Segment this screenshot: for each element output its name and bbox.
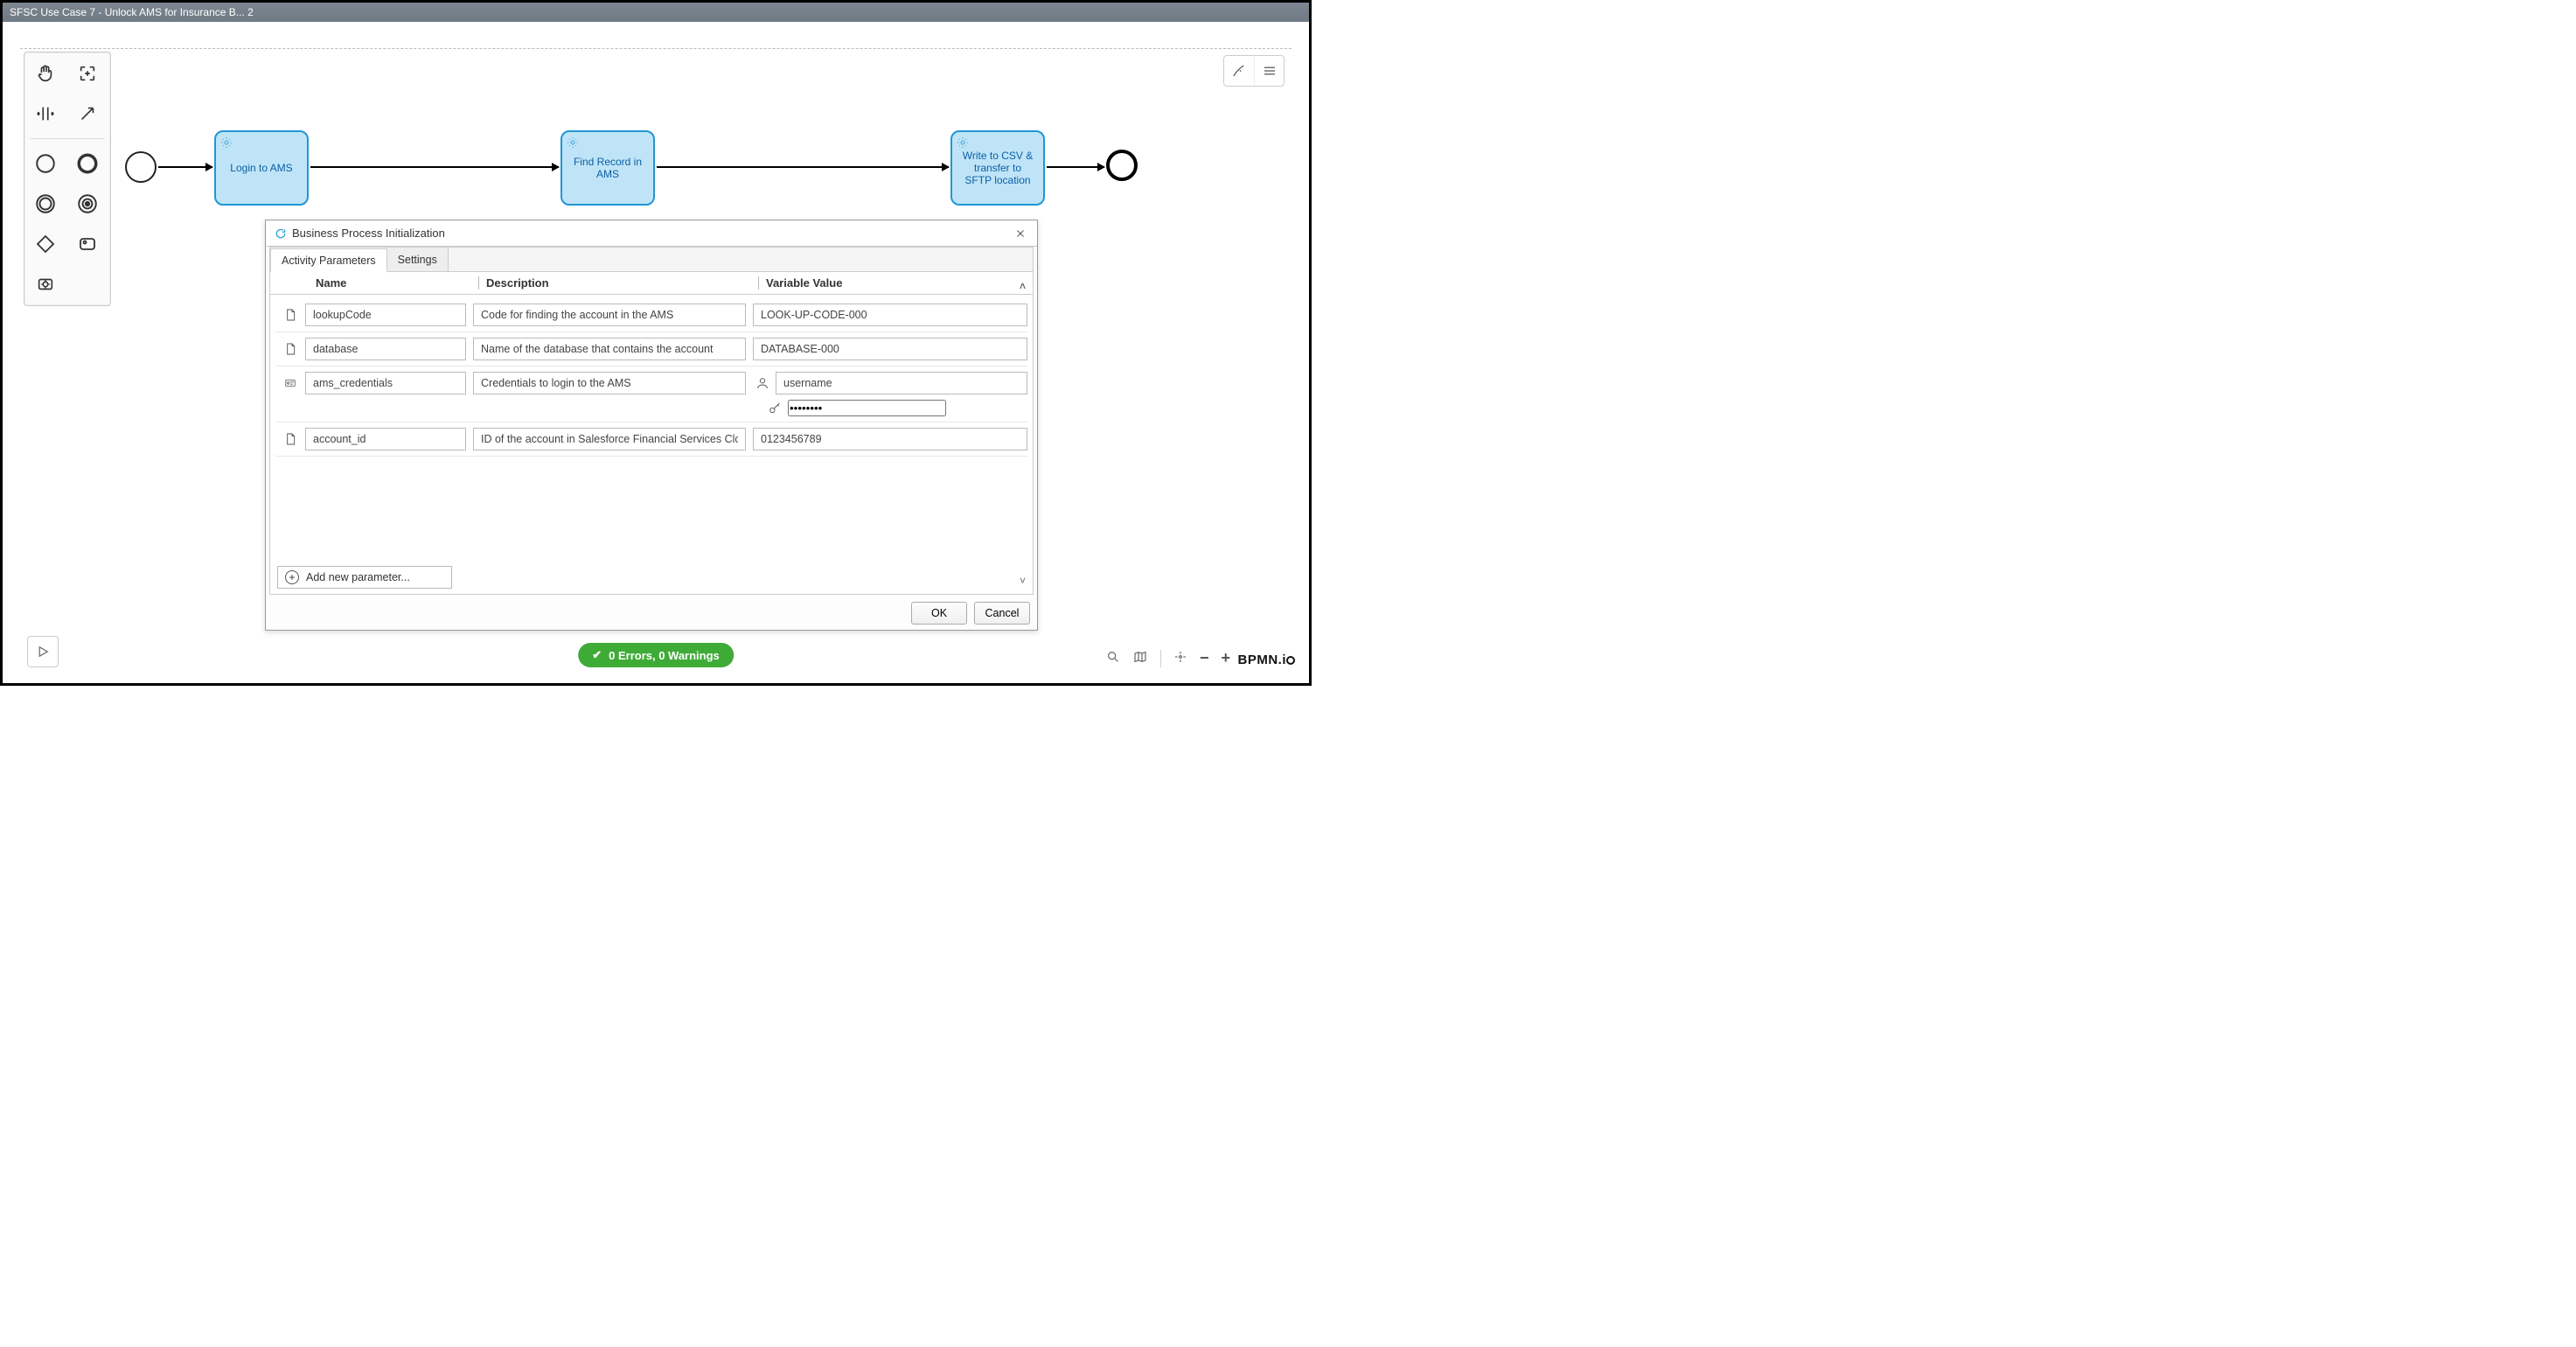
flow-arrow	[310, 166, 559, 168]
lasso-tool-icon[interactable]	[70, 58, 105, 89]
param-rows	[270, 295, 1033, 457]
dialog-tabs: Activity Parameters Settings	[270, 248, 1033, 272]
task-login[interactable]: Login to AMS	[214, 130, 309, 206]
window-title-bar: SFSC Use Case 7 - Unlock AMS for Insuran…	[3, 3, 1309, 22]
flow-arrow	[657, 166, 949, 168]
hand-tool-icon[interactable]	[28, 58, 63, 89]
tool-palette	[24, 52, 111, 306]
canvas: Login to AMS Find Record in AMS Write to…	[3, 22, 1309, 683]
file-icon	[275, 307, 305, 323]
brush-icon[interactable]	[1224, 56, 1254, 86]
status-text: 0 Errors, 0 Warnings	[609, 649, 720, 662]
bpmn-logo: BPMN.i	[1238, 653, 1296, 667]
close-icon[interactable]	[1013, 226, 1028, 241]
task-icon[interactable]	[70, 228, 105, 260]
service-gear-icon	[956, 136, 970, 150]
param-row	[275, 304, 1027, 326]
task-label: Find Record in AMS	[569, 156, 646, 180]
start-event[interactable]	[125, 151, 157, 183]
toolbar-divider	[1160, 650, 1161, 667]
credential-icon	[275, 377, 305, 389]
start-event-icon[interactable]	[28, 148, 63, 179]
tab-settings[interactable]: Settings	[387, 248, 449, 271]
param-desc-input[interactable]	[473, 372, 746, 394]
palette-divider	[30, 138, 105, 139]
key-icon	[765, 401, 784, 415]
param-value-input[interactable]	[753, 338, 1027, 360]
tab-activity-parameters[interactable]: Activity Parameters	[270, 248, 387, 272]
tab-label: Activity Parameters	[282, 255, 376, 267]
param-row-credentials	[275, 372, 1027, 394]
cred-password-input[interactable]	[788, 400, 946, 416]
check-icon: ✔	[592, 648, 602, 662]
flow-arrow	[158, 166, 212, 168]
center-icon[interactable]	[1173, 650, 1187, 667]
bpmn-diagram: Login to AMS Find Record in AMS Write to…	[125, 127, 1274, 232]
status-pill: ✔ 0 Errors, 0 Warnings	[578, 643, 734, 667]
end-event-icon[interactable]	[70, 148, 105, 179]
task-label: Login to AMS	[230, 162, 292, 174]
end-event[interactable]	[1106, 150, 1138, 181]
dialog-footer: OK Cancel	[911, 602, 1030, 625]
param-name-input[interactable]	[305, 338, 466, 360]
search-icon[interactable]	[1106, 650, 1120, 667]
tab-label: Settings	[398, 254, 437, 266]
col-val: Variable Value˄	[758, 276, 1033, 290]
cancel-button[interactable]: Cancel	[974, 602, 1030, 625]
header-separator	[20, 48, 1291, 49]
cred-password-row	[275, 400, 1027, 416]
param-row	[275, 428, 1027, 450]
param-value-input[interactable]	[753, 428, 1027, 450]
gateway-icon[interactable]	[28, 228, 63, 260]
app-window: SFSC Use Case 7 - Unlock AMS for Insuran…	[0, 0, 1312, 686]
menu-icon[interactable]	[1254, 56, 1284, 86]
user-icon	[753, 376, 772, 390]
space-tool-icon[interactable]	[28, 98, 63, 129]
file-icon	[275, 341, 305, 357]
canvas-toolbar	[1223, 55, 1285, 87]
init-dialog: Business Process Initialization Activity…	[265, 220, 1038, 631]
zoom-in-button[interactable]: +	[1221, 649, 1230, 667]
zoom-out-button[interactable]: −	[1200, 649, 1209, 667]
intermediate-event-filled-icon[interactable]	[70, 188, 105, 220]
param-desc-input[interactable]	[473, 338, 746, 360]
param-name-input[interactable]	[305, 304, 466, 326]
intermediate-event-icon[interactable]	[28, 188, 63, 220]
ok-button[interactable]: OK	[911, 602, 967, 625]
grid-header: Name Description Variable Value˄	[270, 272, 1033, 295]
flow-arrow	[1047, 166, 1104, 168]
task-write-csv[interactable]: Write to CSV & transfer to SFTP location	[950, 130, 1045, 206]
dialog-title: Business Process Initialization	[292, 227, 445, 240]
window-title: SFSC Use Case 7 - Unlock AMS for Insuran…	[10, 6, 254, 18]
param-row	[275, 338, 1027, 360]
chevron-up-icon[interactable]: ˄	[1020, 280, 1026, 292]
service-gear-icon	[566, 136, 580, 150]
param-desc-input[interactable]	[473, 304, 746, 326]
settings-gear-icon[interactable]	[28, 269, 63, 300]
param-name-input[interactable]	[305, 428, 466, 450]
chevron-down-icon[interactable]: ˅	[1020, 575, 1026, 587]
task-find-record[interactable]: Find Record in AMS	[560, 130, 655, 206]
add-parameter-button[interactable]: + Add new parameter...	[277, 566, 452, 589]
logo-o-icon	[1286, 656, 1295, 665]
file-icon	[275, 431, 305, 447]
view-toolbar: − +	[1106, 649, 1230, 667]
param-desc-input[interactable]	[473, 428, 746, 450]
col-desc: Description	[478, 276, 758, 290]
task-label: Write to CSV & transfer to SFTP location	[959, 150, 1036, 186]
process-icon	[275, 227, 287, 240]
param-value-input[interactable]	[753, 304, 1027, 326]
plus-icon: +	[285, 570, 299, 584]
run-button[interactable]	[27, 636, 59, 667]
service-gear-icon	[219, 136, 233, 150]
param-name-input[interactable]	[305, 372, 466, 394]
connect-tool-icon[interactable]	[70, 98, 105, 129]
dialog-body: Activity Parameters Settings Name Descri…	[269, 247, 1034, 595]
col-name: Name	[310, 276, 478, 290]
cred-username-input[interactable]	[776, 372, 1027, 394]
add-param-label: Add new parameter...	[306, 571, 410, 583]
map-icon[interactable]	[1132, 650, 1148, 667]
dialog-title-bar: Business Process Initialization	[266, 220, 1037, 247]
